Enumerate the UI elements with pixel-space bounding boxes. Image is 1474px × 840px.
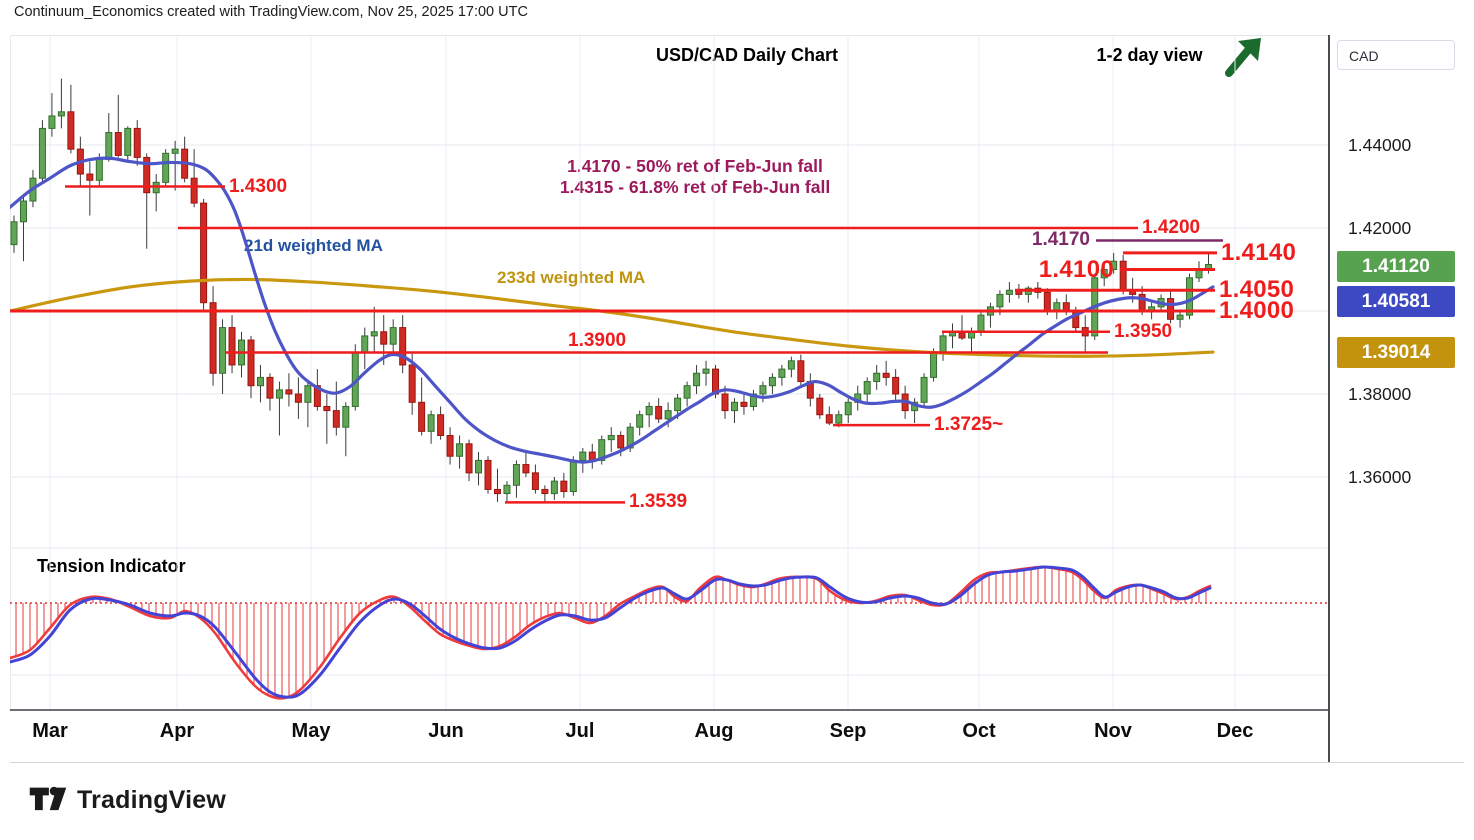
y-axis-tick-1.36000: 1.36000 — [1348, 467, 1412, 487]
support-resistance-lines — [10, 185, 1223, 504]
attribution-text: Continuum_Economics created with Trading… — [14, 4, 528, 20]
y-axis-tick-1.44000: 1.44000 — [1348, 135, 1412, 155]
chart-canvas[interactable] — [10, 35, 1328, 763]
price-tag-ma21-value: 1.40581 — [1337, 286, 1455, 317]
grid-lines — [10, 35, 1328, 710]
tension-indicator-pane[interactable] — [10, 565, 1328, 711]
time-axis[interactable]: Mar Apr May Jun Jul Aug Sep Oct Nov Dec — [10, 712, 1328, 760]
y-axis-tick-1.38000: 1.38000 — [1348, 384, 1412, 404]
x-axis-month-oct: Oct — [962, 720, 996, 742]
price-axis-divider[interactable] — [1328, 35, 1330, 763]
fib-retracement-line2: 1.4315 - 61.8% ret of Feb-Jun fall — [559, 177, 831, 197]
tradingview-logo[interactable]: TradingView — [28, 782, 226, 819]
bottom-rule — [10, 762, 1464, 763]
fib-retracement-note: 1.4170 - 50% ret of Feb-Jun fall 1.4315 … — [500, 156, 890, 198]
chart-left-border — [10, 35, 11, 710]
price-pane[interactable] — [10, 78, 1215, 503]
x-axis-month-jul: Jul — [565, 720, 595, 742]
x-axis-month-may: May — [291, 720, 331, 742]
view-horizon-label: 1-2 day view — [1096, 45, 1203, 65]
x-axis-month-dec: Dec — [1216, 720, 1254, 742]
y-axis-tick-1.42000: 1.42000 — [1348, 218, 1412, 238]
chart-title: USD/CAD Daily Chart — [655, 45, 839, 65]
price-tag-last-price: 1.41120 — [1337, 251, 1455, 282]
tradingview-logo-icon — [28, 782, 68, 819]
chart-top-border — [10, 35, 1328, 36]
trend-up-arrow-icon — [1222, 36, 1266, 83]
ma233-label: 233d weighted MA — [497, 268, 646, 287]
x-axis-month-jun: Jun — [428, 720, 464, 742]
x-axis-month-nov: Nov — [1094, 720, 1132, 742]
fib-retracement-line1: 1.4170 - 50% ret of Feb-Jun fall — [567, 156, 823, 176]
currency-symbol-box[interactable]: CAD — [1337, 40, 1455, 70]
x-axis-month-aug: Aug — [694, 720, 734, 742]
tension-indicator-label: Tension Indicator — [37, 556, 186, 576]
x-axis-month-apr: Apr — [159, 720, 195, 742]
price-tag-ma233-value: 1.39014 — [1337, 337, 1455, 368]
x-axis-month-mar: Mar — [32, 720, 68, 742]
price-axis[interactable]: 1.440001.420001.400001.380001.360001.411… — [1330, 35, 1474, 763]
x-axis-month-sep: Sep — [829, 720, 867, 742]
tradingview-logo-text: TradingView — [77, 786, 227, 814]
ma21-label: 21d weighted MA — [244, 236, 383, 255]
